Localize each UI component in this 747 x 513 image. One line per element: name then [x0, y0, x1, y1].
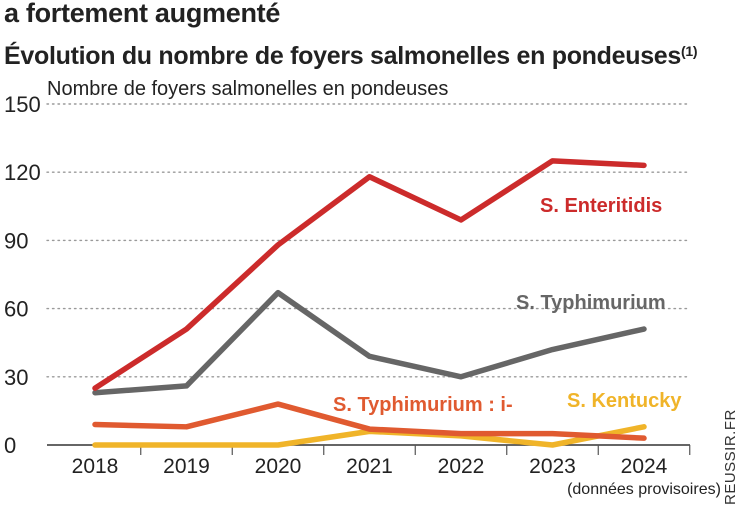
x-tick-2023: 2023	[529, 455, 576, 478]
series-line-s-typhimurium-i-	[92, 401, 647, 441]
x-tick-2021: 2021	[346, 455, 393, 478]
y-tick-150: 150	[4, 92, 41, 117]
gridlines	[46, 103, 691, 378]
footnote-mark: (1)	[681, 43, 697, 59]
x-tick-2019: 2019	[163, 455, 210, 478]
series-label-s-typhimurium-i-: S. Typhimurium : i-	[333, 394, 513, 416]
series-label-s-kentucky: S. Kentucky	[567, 390, 682, 412]
chart-subtitle-text: Évolution du nombre de foyers salmonelle…	[4, 41, 681, 70]
x-note-line1: (données provisoires)	[567, 481, 721, 498]
y-tick-60: 60	[4, 297, 28, 322]
y-tick-labels: 0 30 60 90 120 150	[4, 92, 41, 458]
source-credit: REUSSIR.FR	[722, 409, 739, 505]
series-label-s-typhimurium: S. Typhimurium	[516, 292, 666, 314]
chart-subtitle: Évolution du nombre de foyers salmonelle…	[4, 41, 697, 70]
series-lines	[92, 158, 647, 448]
series-labels: S. Enteritidis S. Typhimurium S. Typhimuri…	[333, 195, 682, 416]
y-tick-90: 90	[4, 228, 28, 253]
x-axis: 2018 2019 2020 2021 2022 2023 2024 (données pro…	[47, 444, 721, 498]
y-tick-120: 120	[4, 160, 41, 185]
x-tick-2020: 2020	[255, 455, 302, 478]
y-axis-label: Nombre de foyers salmonelles en pondeuse…	[47, 78, 448, 100]
series-label-s-enteritidis: S. Enteritidis	[540, 195, 662, 217]
series-line-s-typhimurium	[92, 289, 647, 396]
x-tick-2018: 2018	[72, 455, 119, 478]
x-tick-2022: 2022	[438, 455, 485, 478]
y-tick-0: 0	[4, 433, 16, 458]
y-tick-30: 30	[4, 365, 28, 390]
headline: a fortement augmenté	[4, 0, 280, 28]
series-line-s-enteritidis	[92, 158, 647, 391]
x-tick-2024: 2024	[621, 455, 668, 478]
